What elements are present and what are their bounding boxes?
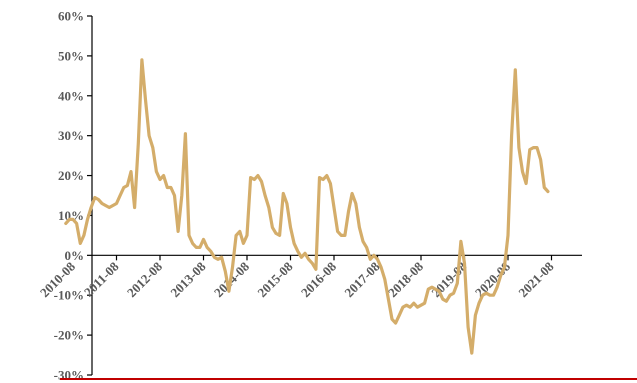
x-tick-label: 2011-08 [81, 259, 122, 300]
y-axis: -30% -20% -10% 0% 10% 20% 30% 40% 50% 60% [54, 9, 93, 383]
x-tick-label: 2015-08 [254, 259, 296, 301]
x-tick-label: 2013-08 [167, 259, 209, 301]
y-tick-label: 30% [58, 128, 84, 143]
y-tick-label: 60% [58, 9, 84, 24]
y-tick-label: -30% [54, 368, 84, 383]
x-tick-label: 2012-08 [124, 259, 166, 301]
y-tick-label: 10% [58, 208, 84, 223]
y-tick-label: 50% [58, 48, 84, 63]
x-tick-label: 2021-08 [515, 259, 557, 301]
y-tick-label: -10% [54, 288, 84, 303]
series-line [64, 58, 550, 355]
x-tick-label: 2018-08 [385, 259, 427, 301]
series-layer [64, 58, 550, 355]
y-tick-label: 0% [65, 248, 85, 263]
y-tick-label: 40% [58, 88, 84, 103]
y-tick-label: 20% [58, 168, 84, 183]
x-tick-label: 2016-08 [298, 259, 340, 301]
x-tick-label: 2017-08 [341, 259, 383, 301]
y-tick-label: -20% [54, 328, 84, 343]
